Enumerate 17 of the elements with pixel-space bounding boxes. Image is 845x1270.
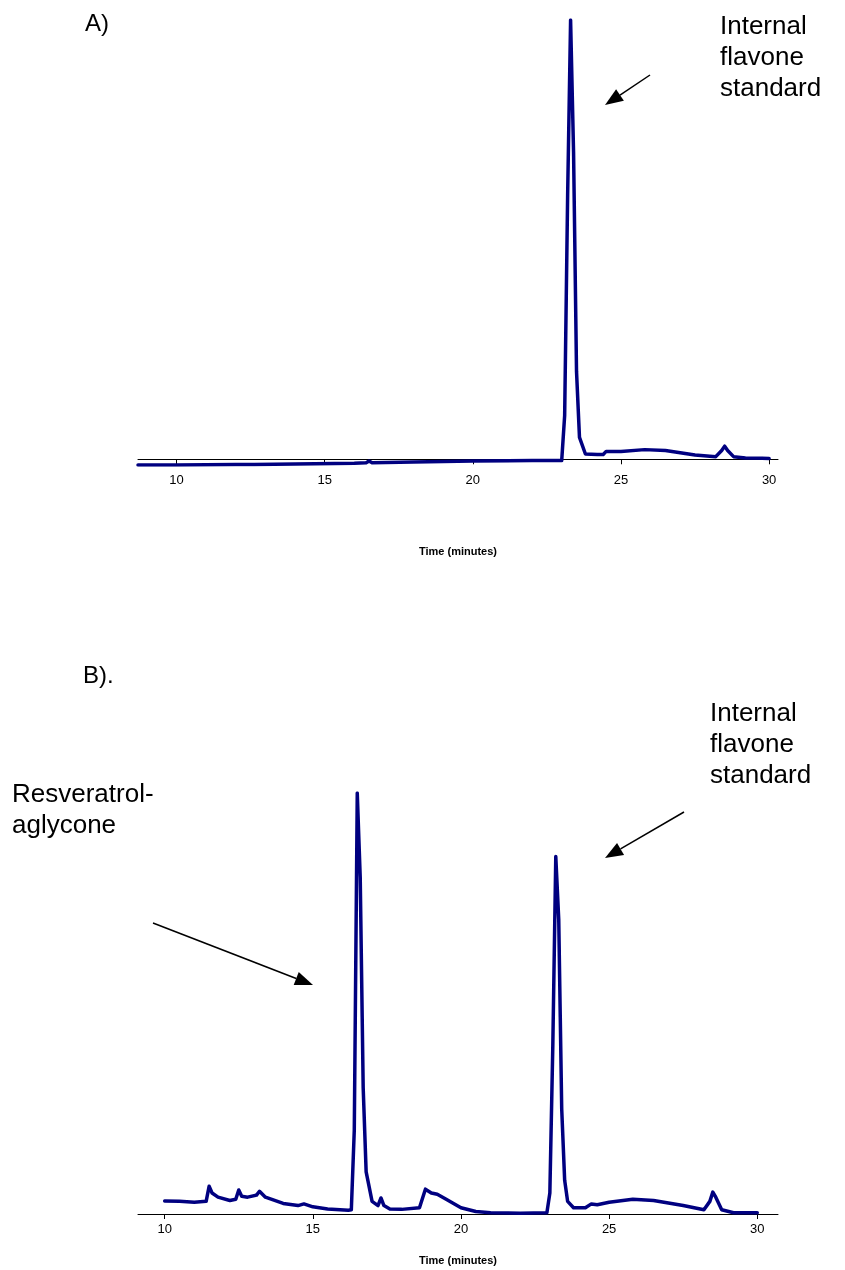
x-tick-label: 30 <box>750 1221 765 1236</box>
annotation: Resveratrol-aglycone <box>12 778 155 840</box>
x-axis-title: Time (minutes) <box>418 1253 498 1266</box>
chart-title: B). <box>83 660 114 688</box>
x-axis-title: Time (minutes) <box>418 544 498 557</box>
text: Internal flavone standard <box>710 697 813 790</box>
x-tick-label: 25 <box>613 472 629 487</box>
x-tick-label: 10 <box>157 1221 172 1236</box>
x-tick-label: 15 <box>305 1221 321 1236</box>
x-tick-label: 20 <box>465 472 481 487</box>
x-tick-label: 30 <box>761 472 777 487</box>
x-tick-label: 20 <box>453 1221 469 1236</box>
chart-title: A) <box>85 8 109 36</box>
x-tick-label: 15 <box>317 472 332 487</box>
x-tick-label: 25 <box>601 1221 617 1236</box>
x-tick-label: 10 <box>169 472 184 487</box>
annotation: Internal flavone standard <box>720 10 823 103</box>
